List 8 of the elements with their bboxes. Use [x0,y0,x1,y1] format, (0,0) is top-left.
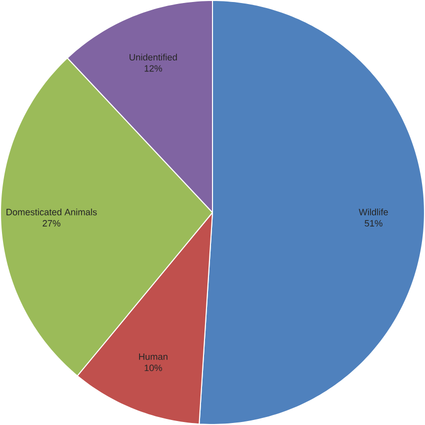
slice-label: Unidentified [130,54,177,60]
slice-label: Wildlife [358,208,388,216]
data-label: 27% [42,220,60,227]
slice-label: Domesticated Animals [6,208,97,216]
slice-label: Human [139,353,168,360]
data-label: 10% [144,364,162,372]
data-label: 51% [364,220,382,227]
data-label: 12% [144,65,162,72]
